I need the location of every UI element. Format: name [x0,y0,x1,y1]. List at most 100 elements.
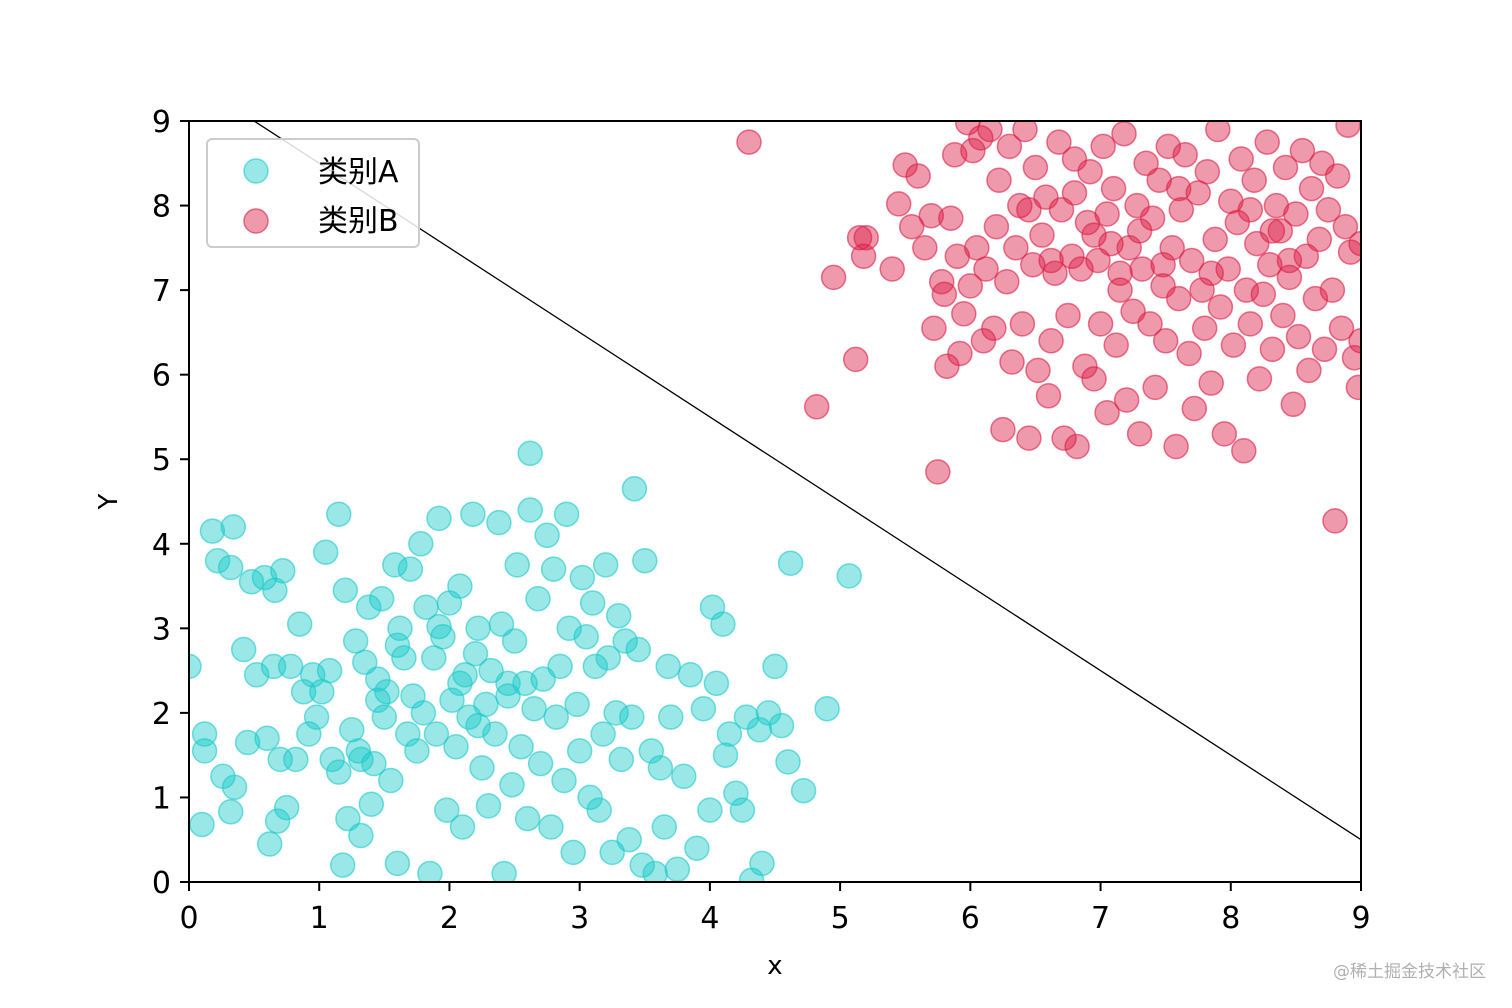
point-class-a-20 [264,808,291,834]
point-class-b-41 [1009,311,1036,337]
point-class-b-158 [1016,197,1042,223]
point-class-b-80 [1137,311,1163,337]
point-class-a-3 [191,721,218,747]
point-class-a-94 [514,805,541,832]
point-class-a-126 [616,826,642,853]
point-class-b-126 [1285,323,1312,350]
point-class-a-77 [460,501,486,527]
point-class-b-6 [853,224,879,251]
point-class-b-157 [1276,247,1303,274]
point-class-a-167 [384,632,411,658]
point-class-a-115 [579,590,606,616]
point-class-a-102 [538,814,564,840]
point-class-b-85 [1152,328,1179,354]
point-class-a-120 [595,645,622,671]
x-tick-label-2: 2 [440,901,459,936]
point-class-b-136 [1319,277,1346,303]
decision-boundary-line [253,120,1362,841]
point-class-b-137 [1322,508,1348,534]
point-class-a-122 [603,700,629,726]
point-class-b-45 [1022,154,1049,181]
point-class-b-22 [947,340,973,367]
point-class-b-39 [1003,235,1029,261]
point-class-a-85 [486,509,512,536]
point-class-a-136 [655,653,681,680]
point-class-b-79 [1133,150,1159,177]
point-class-a-73 [447,573,473,599]
point-class-a-17 [256,831,283,857]
point-class-a-97 [521,695,547,722]
point-class-b-11 [905,163,931,189]
point-class-a-121 [599,839,625,866]
point-class-a-127 [619,704,645,730]
point-class-b-121 [1270,302,1296,329]
point-class-a-46 [358,791,385,817]
point-class-a-101 [534,522,560,549]
point-class-b-26 [960,137,986,164]
point-class-a-163 [426,613,452,640]
point-class-b-17 [931,281,958,308]
legend-label-class-a: 类别A [318,155,399,190]
x-tick-label-6: 6 [961,901,980,936]
point-class-b-36 [994,268,1020,295]
point-class-a-10 [221,774,248,801]
point-class-b-60 [1072,353,1098,379]
y-tick-label-2: 2 [152,697,171,732]
point-class-a-139 [671,763,697,790]
point-class-b-53 [1048,197,1075,223]
point-class-b-153 [1237,197,1264,223]
point-class-a-125 [612,628,638,654]
point-class-a-150 [729,797,756,823]
legend-marker-class-b [243,208,269,234]
point-class-b-0 [736,129,762,155]
point-class-a-162 [836,563,862,589]
y-tick-label-9: 9 [152,105,171,140]
point-class-b-47 [1029,222,1055,248]
point-class-a-49 [368,585,395,612]
point-class-b-132 [1306,226,1333,253]
point-class-a-87 [491,860,517,882]
point-class-b-106 [1220,332,1247,358]
legend-box [206,138,420,248]
point-class-a-72 [443,733,469,760]
point-class-b-42 [1012,121,1038,143]
point-class-a-135 [651,814,678,840]
point-class-b-100 [1202,226,1228,253]
point-class-b-54 [1051,425,1077,451]
axis-ticks: 0 1 2 3 4 5 6 7 8 9 0 1 2 3 4 5 6 7 8 9 [152,105,1371,936]
point-class-b-97 [1191,315,1218,341]
point-class-a-81 [473,691,499,718]
point-class-a-99 [527,750,554,777]
point-class-a-117 [586,797,612,823]
point-class-a-103 [540,556,567,582]
point-class-b-99 [1198,370,1224,396]
point-class-b-115 [1250,281,1277,308]
legend-marker-class-a [243,158,269,184]
point-class-a-11 [230,636,257,663]
point-class-b-159 [1107,260,1133,286]
point-class-b-15 [925,459,951,485]
point-class-b-120 [1267,218,1294,244]
point-class-a-165 [348,746,374,773]
point-class-b-34 [986,167,1012,193]
point-class-b-134 [1311,336,1338,363]
point-class-a-137 [658,704,684,730]
point-class-a-78 [462,640,489,667]
point-class-a-169 [365,687,391,713]
point-class-b-138 [1324,163,1351,189]
y-tick-label-0: 0 [152,866,171,901]
point-class-a-8 [220,514,247,540]
point-class-a-34 [319,746,345,773]
point-class-b-128 [1293,243,1320,270]
point-class-b-23 [951,301,977,327]
legend: 类别A 类别B [206,138,420,248]
point-class-a-32 [312,539,339,565]
point-class-b-72 [1111,121,1137,147]
point-class-b-94 [1181,395,1208,422]
point-class-b-116 [1254,129,1280,155]
point-class-b-63 [1081,366,1107,392]
point-class-b-66 [1090,133,1116,160]
point-class-a-60 [404,738,430,764]
point-class-b-55 [1055,302,1081,329]
